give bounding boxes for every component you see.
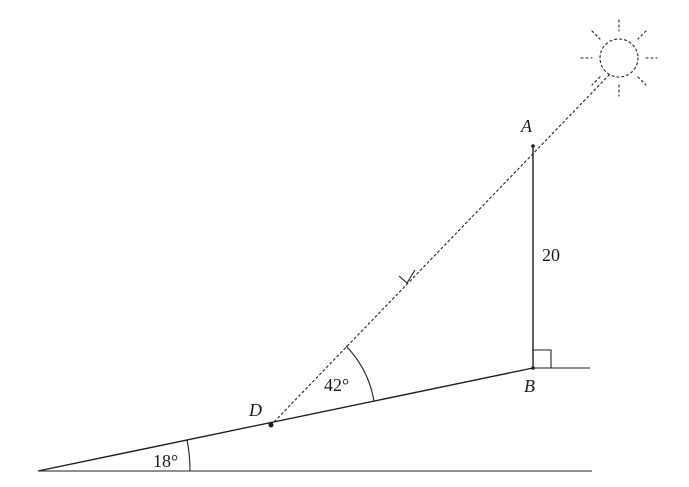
sun-ray-line bbox=[270, 73, 611, 426]
angle-label-42: 42° bbox=[324, 375, 349, 395]
points bbox=[268, 144, 535, 428]
ground-and-incline bbox=[37, 367, 592, 472]
point-b bbox=[531, 366, 535, 370]
arrow-icon bbox=[398, 269, 416, 284]
sun-icon bbox=[580, 19, 658, 97]
incline-line bbox=[37, 367, 534, 472]
length-label-20: 20 bbox=[542, 245, 560, 265]
labels: A B D 20 18° 42° bbox=[153, 116, 560, 471]
angle-arc-42 bbox=[345, 345, 375, 402]
angle-arc-18 bbox=[186, 439, 191, 472]
label-d: D bbox=[248, 400, 262, 420]
label-a: A bbox=[520, 116, 533, 136]
sun-disc bbox=[599, 38, 639, 78]
dotted-line-da-extended bbox=[270, 73, 611, 426]
point-d bbox=[268, 422, 274, 428]
angle-label-18: 18° bbox=[153, 451, 178, 471]
right-angle-marker bbox=[533, 349, 552, 368]
angle-arcs bbox=[186, 345, 375, 472]
point-a bbox=[531, 144, 535, 148]
label-b: B bbox=[524, 376, 535, 396]
